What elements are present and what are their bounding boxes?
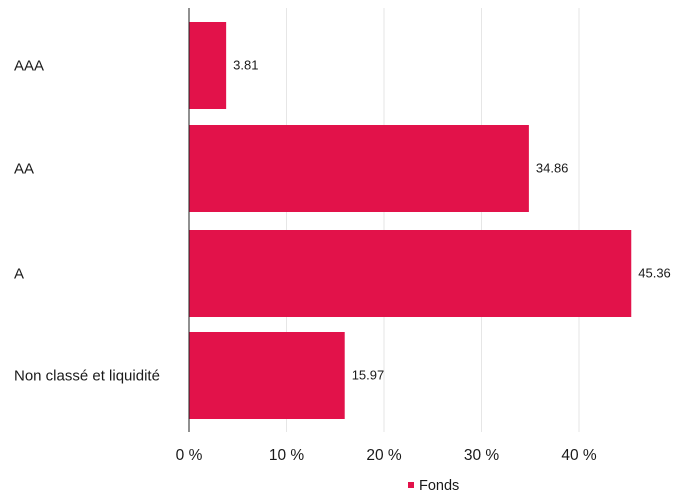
bar-aaa[interactable]	[189, 22, 227, 109]
bar-non-class-et-liquidit-[interactable]	[189, 332, 345, 419]
x-tick-label: 10 %	[269, 447, 305, 464]
value-label: 3.81	[233, 58, 258, 73]
bars	[189, 22, 632, 419]
x-tick-label: 40 %	[561, 447, 597, 464]
category-label: AA	[14, 161, 34, 178]
category-label: A	[14, 266, 24, 283]
legend[interactable]: Fonds	[408, 478, 459, 494]
x-tick-label: 30 %	[464, 447, 500, 464]
legend-label-fonds: Fonds	[419, 478, 459, 494]
value-labels: 3.81 34.86 45.36 15.97	[233, 58, 671, 383]
legend-swatch-fonds	[408, 482, 414, 488]
value-label: 45.36	[638, 266, 671, 281]
category-label: AAA	[14, 58, 44, 75]
bar-aa[interactable]	[189, 125, 529, 212]
x-tick-label: 20 %	[366, 447, 402, 464]
bar-a[interactable]	[189, 230, 632, 317]
x-axis-ticks: 0 % 10 % 20 % 30 % 40 %	[176, 447, 597, 464]
value-label: 15.97	[352, 368, 385, 383]
x-tick-label: 0 %	[176, 447, 203, 464]
category-label: Non classé et liquidité	[14, 368, 160, 385]
value-label: 34.86	[536, 161, 569, 176]
